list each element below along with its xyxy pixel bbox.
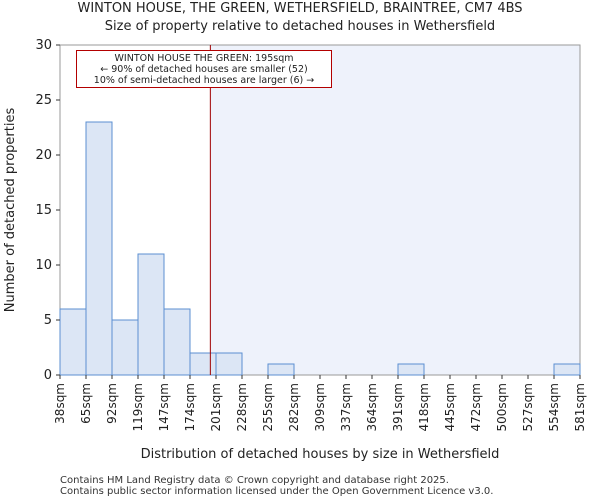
footer-licence: Contains public sector information licen… bbox=[60, 486, 494, 497]
bar-255sqm bbox=[267, 363, 295, 376]
bar-554sqm bbox=[553, 363, 581, 376]
annotation-line-2: ← 90% of detached houses are smaller (52… bbox=[100, 64, 308, 75]
x-tick-label-364sqm: 364sqm bbox=[365, 383, 379, 431]
x-tick-label-65sqm: 65sqm bbox=[79, 383, 93, 424]
x-tick-label-228sqm: 228sqm bbox=[235, 383, 249, 431]
x-tick-label-255sqm: 255sqm bbox=[261, 383, 275, 431]
x-tick-label-147sqm: 147sqm bbox=[157, 383, 171, 431]
annotation-box: WINTON HOUSE THE GREEN: 195sqm ← 90% of … bbox=[76, 50, 332, 88]
bar-174sqm bbox=[189, 352, 217, 376]
chart-title: WINTON HOUSE, THE GREEN, WETHERSFIELD, B… bbox=[77, 1, 523, 16]
bar-38sqm bbox=[59, 308, 87, 376]
x-tick-label-119sqm: 119sqm bbox=[131, 383, 145, 431]
x-tick-label-527sqm: 527sqm bbox=[521, 383, 535, 431]
x-tick-label-445sqm: 445sqm bbox=[443, 383, 457, 431]
x-tick-label-38sqm: 38sqm bbox=[53, 383, 67, 424]
x-tick-label-391sqm: 391sqm bbox=[391, 383, 405, 431]
y-tick-label-0: 0 bbox=[44, 368, 52, 383]
highlight-region bbox=[210, 45, 580, 375]
y-tick-label-15: 15 bbox=[35, 203, 52, 218]
x-tick-label-174sqm: 174sqm bbox=[183, 383, 197, 431]
y-tick-label-5: 5 bbox=[44, 313, 52, 328]
bar-391sqm bbox=[397, 363, 425, 376]
annotation-line-3: 10% of semi-detached houses are larger (… bbox=[93, 75, 315, 86]
y-tick-label-20: 20 bbox=[35, 148, 52, 163]
bar-201sqm bbox=[215, 352, 243, 376]
chart-subtitle: Size of property relative to detached ho… bbox=[104, 19, 496, 34]
histogram-chart: 0 5 10 15 20 25 30 38sqm 65sqm 92sqm 119sqm 147sqm 1… bbox=[3, 38, 587, 462]
y-tick-label-25: 25 bbox=[35, 93, 52, 108]
x-tick-label-309sqm: 309sqm bbox=[313, 383, 327, 431]
x-tick-label-337sqm: 337sqm bbox=[339, 383, 353, 431]
footer-copyright: Contains HM Land Registry data © Crown c… bbox=[60, 475, 449, 486]
y-axis-label: Number of detached properties bbox=[3, 108, 18, 313]
bar-147sqm bbox=[163, 308, 191, 376]
x-tick-label-282sqm: 282sqm bbox=[287, 383, 301, 431]
bar-92sqm bbox=[111, 319, 139, 376]
bar-65sqm bbox=[85, 121, 113, 376]
x-tick-label-92sqm: 92sqm bbox=[105, 383, 119, 424]
y-tick-label-30: 30 bbox=[35, 38, 52, 53]
x-tick-label-472sqm: 472sqm bbox=[469, 383, 483, 431]
x-tick-label-201sqm: 201sqm bbox=[209, 383, 223, 431]
x-tick-label-581sqm: 581sqm bbox=[573, 383, 587, 431]
y-tick-label-10: 10 bbox=[35, 258, 52, 273]
bar-119sqm bbox=[137, 253, 165, 376]
x-tick-label-500sqm: 500sqm bbox=[495, 383, 509, 431]
annotation-line-1: WINTON HOUSE THE GREEN: 195sqm bbox=[114, 53, 294, 64]
x-axis-label: Distribution of detached houses by size … bbox=[141, 447, 500, 462]
x-tick-label-554sqm: 554sqm bbox=[547, 383, 561, 431]
x-tick-label-418sqm: 418sqm bbox=[417, 383, 431, 431]
